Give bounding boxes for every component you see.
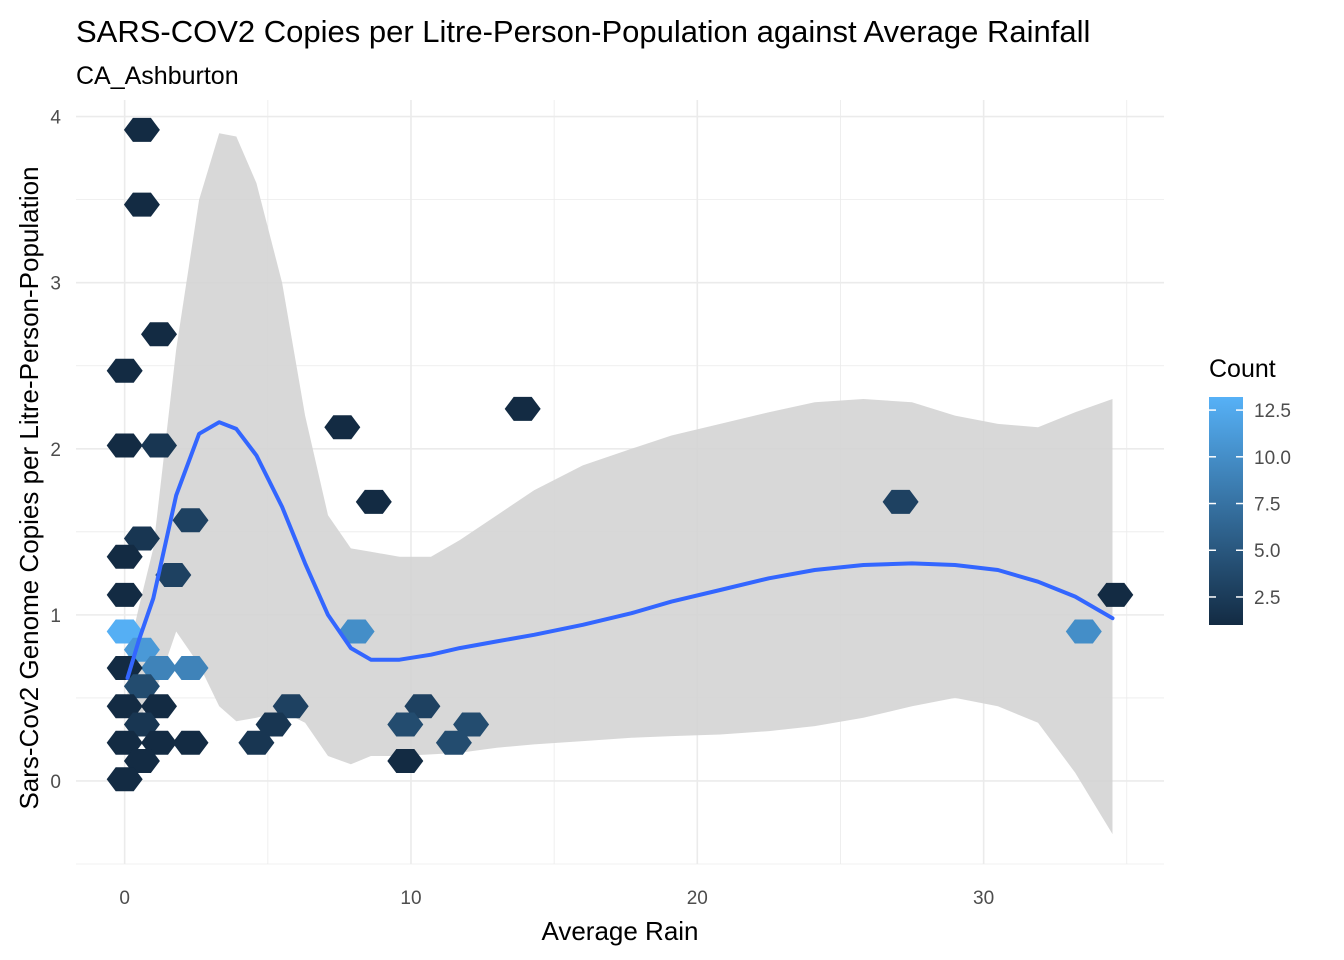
chart-subtitle: CA_Ashburton xyxy=(76,62,239,90)
hexbin-cell xyxy=(123,117,160,142)
hexbin-cell xyxy=(238,730,275,755)
chart-title: SARS-COV2 Copies per Litre-Person-Popula… xyxy=(76,14,1090,49)
hexbin-cell xyxy=(141,730,177,755)
y-tick-label: 0 xyxy=(50,772,61,793)
hexbin-cell xyxy=(324,415,361,440)
hexbin-cell xyxy=(106,730,143,755)
smooth-line-layer xyxy=(125,420,1115,680)
y-tick-label: 1 xyxy=(50,606,61,627)
hexbin-cell xyxy=(155,563,192,587)
x-tick-label: 30 xyxy=(973,888,994,909)
y-tick-labels: 0 1 2 3 4 xyxy=(50,108,61,793)
x-tick-labels: 0 10 20 30 xyxy=(119,888,994,909)
legend-tick-label: 5.0 xyxy=(1254,541,1280,562)
x-axis-title: Average Rain xyxy=(541,916,698,946)
hexbin-cell xyxy=(123,526,160,551)
y-tick-label: 2 xyxy=(50,440,61,461)
legend-title: Count xyxy=(1209,355,1276,383)
hexbin-layer xyxy=(106,117,1134,792)
hexbin-cell xyxy=(141,322,177,347)
hexbin-cell xyxy=(106,619,143,644)
hexbin-cell xyxy=(255,712,292,737)
legend-colorbar xyxy=(1209,397,1243,625)
hexbin-cell xyxy=(106,358,143,383)
legend-ticks: 2.5 5.0 7.5 10.0 12.5 xyxy=(1209,401,1291,609)
hexbin-cell xyxy=(141,694,177,719)
hexbin-cell xyxy=(453,712,490,737)
legend: Count 2.5 5.0 7.5 10.0 12.5 xyxy=(1209,355,1291,625)
hexbin-cell xyxy=(338,619,375,644)
hexbin-cell xyxy=(106,582,143,607)
hexbin-cell xyxy=(1097,582,1134,607)
hexbin-cell xyxy=(141,656,177,680)
y-axis-title: Sars-Cov2 Genome Copies per Litre-Person… xyxy=(14,166,44,809)
hexbin-cell xyxy=(172,656,209,680)
legend-tick-label: 7.5 xyxy=(1254,495,1280,516)
legend-tick-label: 10.0 xyxy=(1254,448,1291,469)
y-tick-label: 4 xyxy=(50,108,61,129)
legend-tick-label: 2.5 xyxy=(1254,588,1280,609)
hexbin-cell xyxy=(106,767,143,792)
hexbin-cell xyxy=(272,694,309,719)
hexbin-cell xyxy=(141,433,177,458)
smooth-trend-line xyxy=(125,420,1115,680)
hexbin-cell xyxy=(355,489,392,514)
hexbin-cell xyxy=(882,489,919,514)
hexbin-cell xyxy=(435,730,472,755)
hexbin-cell xyxy=(106,433,143,458)
hexbin-cell xyxy=(172,508,209,533)
x-tick-label: 20 xyxy=(687,888,708,909)
hexbin-cell xyxy=(123,192,160,217)
hexbin-cell xyxy=(123,712,160,737)
hexbin-cell xyxy=(106,694,143,719)
hexbin-cell xyxy=(1065,619,1102,644)
hexbin-cell xyxy=(123,674,160,699)
hexbin-cell xyxy=(106,544,143,569)
hexbin-cell xyxy=(404,694,441,719)
x-tick-label: 0 xyxy=(119,888,130,909)
legend-tick-label: 12.5 xyxy=(1254,401,1291,422)
hexbin-cell xyxy=(504,396,541,421)
hexbin-cell xyxy=(387,712,424,737)
hexbin-cell xyxy=(387,749,424,773)
y-tick-label: 3 xyxy=(50,274,61,295)
hexbin-cell xyxy=(123,749,160,773)
x-tick-label: 10 xyxy=(400,888,421,909)
hexbin-cell xyxy=(172,730,209,755)
